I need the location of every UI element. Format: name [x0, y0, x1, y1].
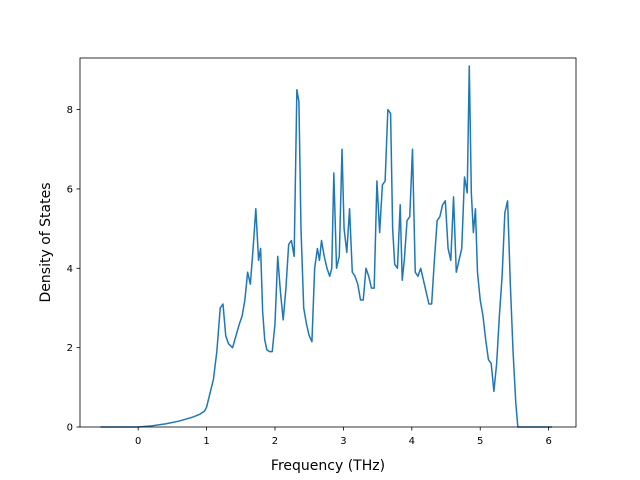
- x-tick-label: 2: [272, 436, 278, 447]
- x-tick-label: 6: [545, 436, 551, 447]
- y-axis-ticks: 0 2 4 6 8: [67, 105, 80, 434]
- x-tick-label: 1: [203, 436, 209, 447]
- y-tick-label: 4: [67, 264, 73, 275]
- x-axis-ticks: 0 1 2 3 4 5 6: [135, 427, 552, 447]
- x-tick-label: 3: [340, 436, 346, 447]
- y-tick-label: 2: [67, 343, 73, 354]
- y-tick-label: 8: [67, 105, 73, 116]
- x-tick-label: 5: [477, 436, 483, 447]
- x-axis-label: Frequency (THz): [271, 458, 385, 474]
- plot-area: [100, 65, 553, 428]
- x-tick-label: 4: [409, 436, 415, 447]
- axes-frame: [79, 57, 577, 428]
- y-tick-label: 0: [67, 423, 73, 434]
- dos-series-line: [100, 65, 553, 428]
- x-tick-label: 0: [135, 436, 141, 447]
- y-axis-label: Density of States: [38, 183, 54, 303]
- y-tick-label: 6: [67, 184, 73, 195]
